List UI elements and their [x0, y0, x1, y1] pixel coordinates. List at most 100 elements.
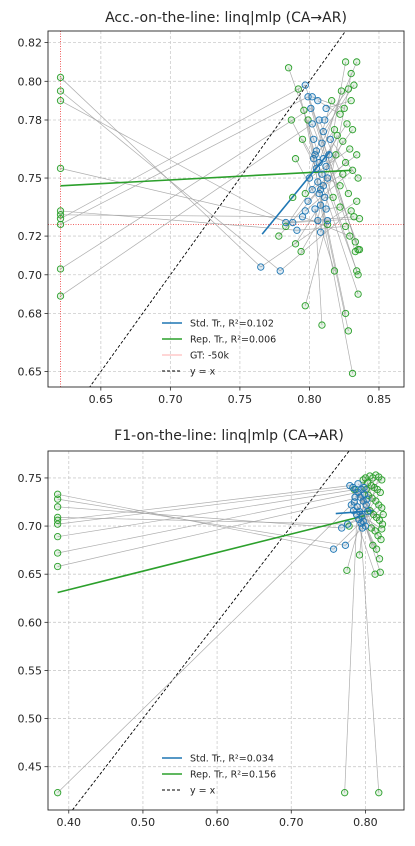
rep-point: [359, 476, 367, 484]
rep-point: [343, 566, 351, 574]
std-point: [314, 216, 322, 225]
rep-point: [53, 503, 62, 511]
pair-line: [57, 501, 355, 793]
pair-line: [297, 88, 316, 155]
std-point: [315, 116, 323, 124]
rep-point: [336, 110, 344, 118]
rep-point: [341, 58, 350, 66]
pair-line: [60, 100, 286, 223]
rep-point: [341, 222, 350, 231]
pair-line: [60, 90, 281, 272]
pair-line: [57, 517, 348, 525]
rep-point: [344, 85, 353, 93]
pair-line: [57, 492, 359, 554]
y-tick-label: 0.82: [18, 37, 43, 50]
identity-line: [89, 31, 347, 387]
std-point: [319, 155, 327, 163]
f1-on-the-line-chart: F1-on-the-line: linq|mlp (CA→AR) 0.40 0.5…: [18, 428, 405, 829]
std-point: [305, 174, 314, 182]
std-point: [293, 226, 301, 234]
pair-line: [57, 496, 361, 567]
std-point: [322, 104, 330, 113]
chart-title: Acc.-on-the-line: linq|mlp (CA→AR): [105, 10, 347, 26]
pair-line: [60, 123, 313, 297]
std-point: [351, 493, 359, 501]
std-point: [321, 116, 329, 124]
pair-line: [57, 487, 353, 525]
pair-line: [57, 493, 334, 550]
std-point: [316, 201, 325, 209]
y-tick-label: 0.75: [18, 472, 43, 485]
std-point: [315, 189, 323, 198]
y-tick-label: 0.75: [18, 172, 43, 185]
rep-point: [294, 85, 302, 93]
rep-point: [375, 789, 383, 797]
legend-label: Std. Tr., R²=0.102: [190, 319, 274, 330]
std-point: [323, 216, 332, 225]
rep-point: [347, 207, 355, 215]
std-point: [316, 228, 325, 236]
std-point: [323, 174, 332, 182]
x-tick-label: 0.70: [279, 816, 304, 829]
pair-line: [318, 193, 349, 331]
std-point: [311, 205, 319, 213]
rep-point: [353, 197, 361, 205]
rep-point: [377, 535, 385, 544]
pair-line: [291, 119, 317, 169]
std-point: [318, 139, 326, 147]
rep-point: [376, 488, 384, 497]
std-point: [314, 178, 322, 186]
rep-point: [333, 131, 341, 140]
rep-point: [56, 87, 65, 95]
rep-point: [343, 120, 351, 128]
pair-line: [323, 123, 348, 159]
rep-point: [284, 64, 293, 72]
legend: Std. Tr., R²=0.034 Rep. Tr., R²=0.156 y = …: [162, 754, 276, 797]
pair-line: [300, 208, 327, 252]
rep-point: [372, 545, 381, 553]
rep-point: [336, 203, 344, 211]
y-tick-label: 0.50: [18, 713, 43, 726]
pair-line: [57, 489, 356, 538]
pair-line: [60, 108, 312, 270]
rep-fit-line: [57, 514, 366, 594]
std-point: [282, 218, 290, 227]
rep-point: [323, 220, 332, 229]
rep-point: [291, 240, 300, 248]
pair-line: [318, 119, 349, 194]
legend-label: Rep. Tr., R²=0.006: [190, 335, 276, 346]
pair-line: [330, 139, 359, 179]
x-tick-label: 0.40: [57, 816, 82, 829]
rep-point: [341, 789, 349, 797]
rep-point: [56, 73, 65, 82]
plot-frame: [47, 30, 405, 388]
std-point: [321, 193, 329, 202]
pair-line: [304, 220, 328, 306]
std-point: [309, 155, 318, 163]
y-tick-label: 0.72: [18, 230, 43, 243]
rep-point: [332, 151, 340, 159]
rep-fit-line: [60, 169, 352, 187]
pair-line: [288, 67, 314, 140]
rep-point: [287, 116, 296, 124]
rep-point: [341, 158, 350, 167]
rep-point: [348, 126, 357, 134]
std-point: [322, 205, 330, 213]
rep-point: [56, 292, 65, 300]
y-tick-label: 0.65: [18, 366, 43, 379]
pair-line: [326, 206, 341, 210]
legend: Std. Tr., R²=0.102 Rep. Tr., R²=0.006 GT: …: [162, 319, 276, 378]
legend-label: y = x: [190, 786, 216, 797]
std-point: [363, 495, 371, 503]
rep-point: [275, 232, 283, 240]
rep-point: [355, 245, 364, 254]
std-point: [358, 485, 366, 494]
pair-line: [323, 84, 355, 132]
x-tick-label: 0.60: [205, 816, 230, 829]
rep-point: [289, 193, 297, 202]
pair-line: [57, 485, 350, 521]
x-tick-label: 0.50: [131, 816, 156, 829]
pair-line: [324, 88, 349, 121]
std-point: [301, 207, 309, 215]
rep-point: [53, 549, 62, 557]
